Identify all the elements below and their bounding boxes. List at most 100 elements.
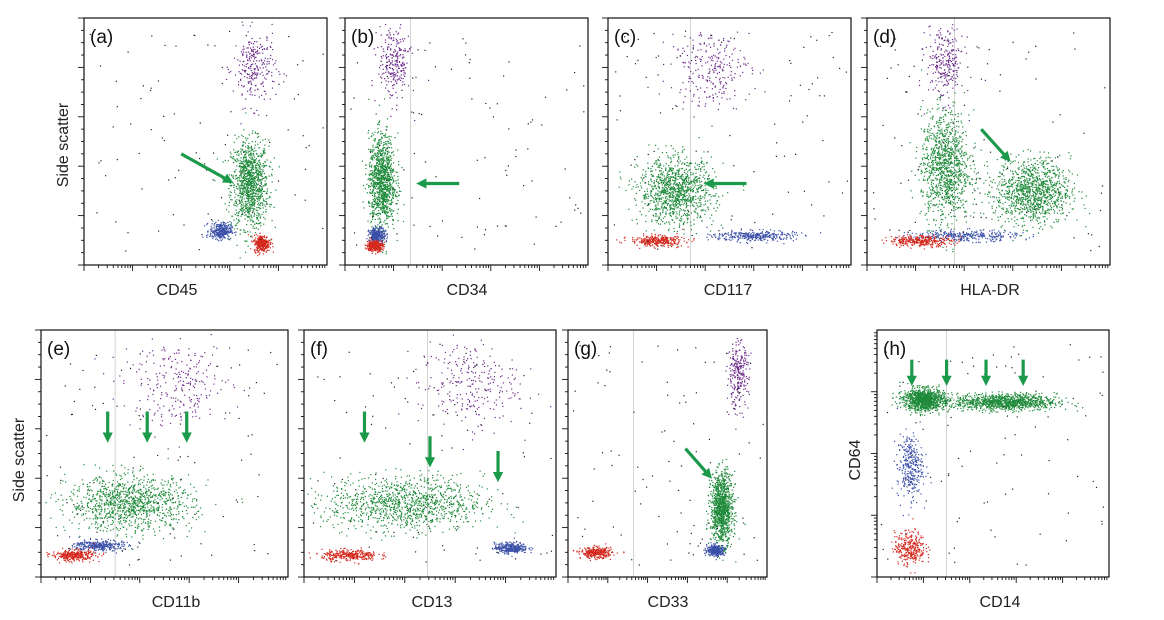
event-purple (402, 97, 403, 98)
event-green (249, 214, 250, 215)
event-green (252, 133, 253, 134)
event-green (279, 166, 280, 167)
event-green (256, 219, 257, 220)
event-purple (273, 81, 274, 82)
event-green (252, 162, 253, 163)
event-green (637, 165, 638, 166)
event-green (254, 161, 255, 162)
event-blue (214, 225, 215, 226)
event-green (217, 158, 218, 159)
event-red (260, 235, 261, 236)
event-red (379, 249, 380, 250)
event-green (393, 228, 394, 229)
event-green (381, 178, 382, 179)
event-green (259, 162, 260, 163)
event-green (699, 164, 700, 165)
event-black (425, 161, 426, 162)
event-black (252, 212, 253, 213)
y-axis-ticks (339, 18, 345, 265)
event-blue (218, 224, 219, 225)
event-purple (261, 83, 262, 84)
event-green (248, 175, 249, 176)
event-green (255, 165, 256, 166)
event-green (264, 145, 265, 146)
event-green (397, 200, 398, 201)
event-blue (223, 233, 224, 234)
event-green (245, 218, 246, 219)
event-green (378, 159, 379, 160)
event-green (265, 206, 266, 207)
event-green (657, 204, 658, 205)
event-green (644, 198, 645, 199)
event-green (673, 188, 674, 189)
event-green (261, 182, 262, 183)
event-purple (401, 74, 402, 75)
event-green (381, 161, 382, 162)
event-purple (246, 52, 247, 53)
event-green (397, 240, 398, 241)
event-purple (402, 63, 403, 64)
event-green (244, 166, 245, 167)
event-purple (386, 54, 387, 55)
event-green (368, 138, 369, 139)
event-green (646, 197, 647, 198)
event-green (695, 196, 696, 197)
panel-b: (b)CD34 (339, 18, 588, 299)
event-black (143, 85, 144, 86)
event-green (385, 164, 386, 165)
event-green (373, 184, 374, 185)
event-purple (259, 60, 260, 61)
event-red (377, 244, 378, 245)
event-green (699, 184, 700, 185)
event-green (376, 198, 377, 199)
event-purple (375, 54, 376, 55)
event-black (583, 111, 584, 112)
event-purple (382, 74, 383, 75)
event-green (271, 175, 272, 176)
event-green (247, 138, 248, 139)
event-green (375, 165, 376, 166)
event-green (269, 204, 270, 205)
event-purple (251, 77, 252, 78)
event-green (385, 141, 386, 142)
event-green (374, 210, 375, 211)
event-green (378, 178, 379, 179)
event-black (213, 153, 214, 154)
event-green (382, 165, 383, 166)
event-black (294, 98, 295, 99)
event-green (646, 230, 647, 231)
event-green (381, 194, 382, 195)
event-green (237, 152, 238, 153)
event-green (231, 185, 232, 186)
event-blue (212, 238, 213, 239)
event-green (389, 193, 390, 194)
event-purple (248, 68, 249, 69)
event-green (372, 149, 373, 150)
event-green (254, 208, 255, 209)
event-green (387, 175, 388, 176)
event-green (226, 209, 227, 210)
event-red (252, 237, 253, 238)
event-green (398, 183, 399, 184)
event-green (377, 144, 378, 145)
event-green (387, 208, 388, 209)
event-blue (381, 226, 382, 227)
event-green (257, 217, 258, 218)
event-purple (390, 49, 391, 50)
event-black (485, 103, 486, 104)
event-green (655, 220, 656, 221)
event-red (369, 246, 370, 247)
event-purple (378, 74, 379, 75)
event-purple (242, 93, 243, 94)
event-green (258, 170, 259, 171)
event-green (710, 218, 711, 219)
event-green (250, 176, 251, 177)
event-green (250, 158, 251, 159)
event-purple (249, 78, 250, 79)
event-green (382, 199, 383, 200)
event-green (670, 212, 671, 213)
event-green (397, 220, 398, 221)
event-purple (376, 113, 377, 114)
event-purple (399, 76, 400, 77)
event-green (242, 185, 243, 186)
